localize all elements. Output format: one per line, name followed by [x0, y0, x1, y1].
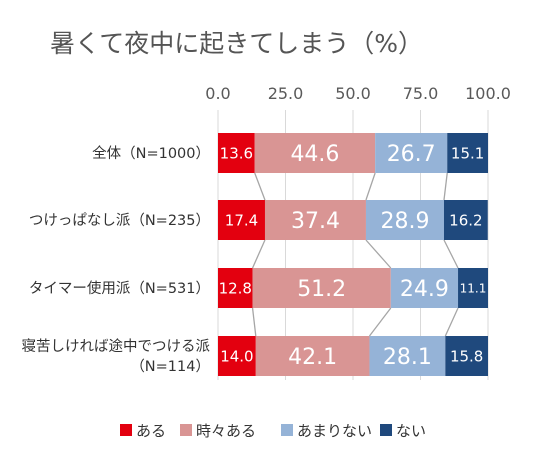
chart-title: 暑くて夜中に起きてしまう（%） [50, 29, 423, 58]
data-label: 15.1 [451, 144, 484, 162]
bar-segment [458, 268, 488, 308]
bar-segment [218, 200, 265, 240]
series-lines [251, 172, 459, 337]
legend-swatch [380, 424, 392, 436]
x-axis-ticks: 0.0 25.0 50.0 75.0 100.0 [205, 84, 511, 103]
data-label: 37.4 [291, 209, 340, 234]
x-tick-label: 75.0 [403, 84, 439, 103]
data-label: 16.2 [449, 211, 482, 229]
series-line [365, 172, 376, 201]
series-line [365, 239, 392, 269]
category-label: タイマー使用派（N=531） [29, 280, 210, 297]
category-labels: 全体（N=1000） つけっぱなし派（N=235） タイマー使用派（N=531） 寝苦… [22, 144, 211, 375]
data-label: 28.1 [383, 345, 432, 370]
legend-label: 時々ある [196, 422, 256, 440]
bar-segment [445, 336, 488, 376]
legend-swatch [180, 424, 192, 436]
data-label: 26.7 [387, 142, 436, 167]
data-label: 13.6 [220, 144, 253, 162]
legend-swatch [120, 424, 132, 436]
bar-segment [447, 133, 488, 173]
bar-segment [254, 133, 376, 173]
data-label: 28.9 [380, 209, 429, 234]
x-tick-label: 50.0 [335, 84, 371, 103]
legend-swatch [281, 424, 293, 436]
bar-segment [218, 268, 253, 308]
bar-segment [390, 268, 459, 308]
bar-segment [252, 268, 391, 308]
x-tick-label: 25.0 [268, 84, 304, 103]
data-label: 12.8 [219, 279, 252, 297]
x-tick-label: 0.0 [205, 84, 230, 103]
data-label: 11.1 [460, 281, 487, 295]
legend-label: あまりない [297, 422, 372, 440]
legend-label: ある [136, 422, 166, 440]
data-label: 14.0 [220, 347, 253, 365]
series-line [443, 239, 459, 269]
series-line [254, 172, 266, 201]
legend: ある 時々ある あまりない ない [120, 422, 426, 440]
series-line [251, 239, 266, 269]
data-label: 15.8 [450, 347, 483, 365]
bar-segment [218, 336, 256, 376]
series-line [251, 307, 257, 337]
data-label: 42.1 [288, 345, 337, 370]
x-tick-label: 100.0 [465, 84, 511, 103]
series-line [443, 172, 448, 201]
data-label: 51.2 [297, 277, 346, 302]
bar-segment [255, 336, 370, 376]
series-line [444, 307, 459, 337]
category-label: 寝苦しければ途中でつける派 [22, 337, 211, 355]
bars: 13.6 44.6 26.7 15.1 17.4 37.4 28.9 16.2 12.8 51.2… [218, 133, 488, 376]
bar-segment [264, 200, 366, 240]
bar-segment [443, 200, 488, 240]
data-label: 17.4 [225, 211, 258, 229]
series-line [368, 307, 392, 337]
bar-segment [218, 133, 255, 173]
legend-label: ない [396, 422, 426, 440]
category-label: つけっぱなし派（N=235） [29, 212, 210, 229]
bar-segment [369, 336, 446, 376]
category-label: 全体（N=1000） [92, 144, 210, 162]
bar-segment [365, 200, 444, 240]
bar-segment [375, 133, 448, 173]
data-label: 44.6 [290, 142, 339, 167]
category-label: （N=114） [130, 358, 210, 375]
data-label: 24.9 [400, 277, 449, 302]
